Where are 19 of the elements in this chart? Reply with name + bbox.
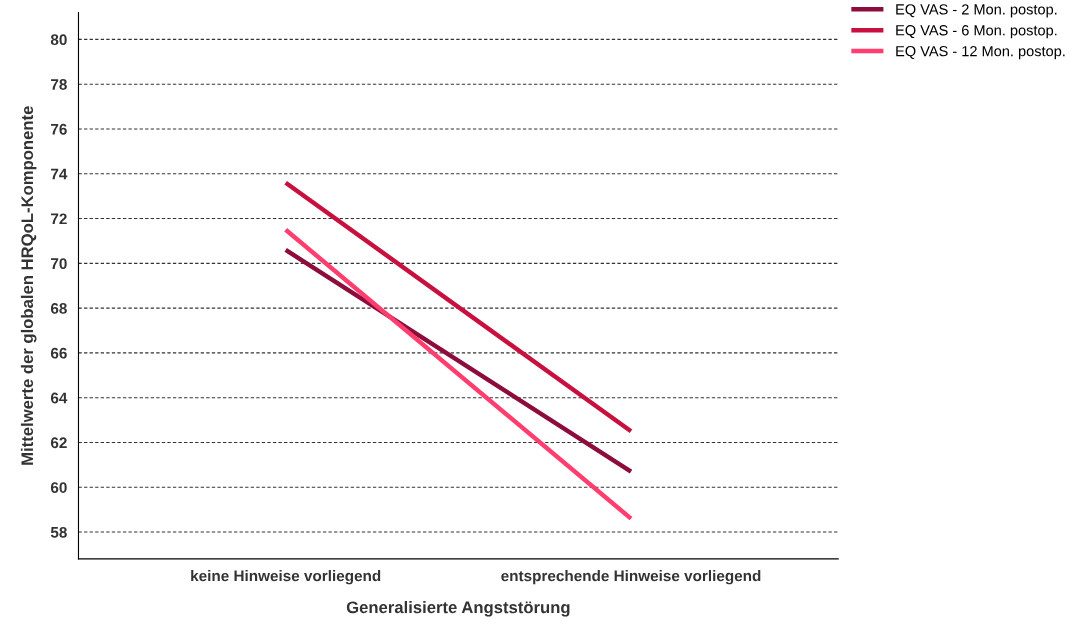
legend-label: EQ VAS - 2 Mon. postop. bbox=[896, 4, 1057, 18]
y-tick-label: 70 bbox=[51, 258, 67, 270]
y-tick-label: 66 bbox=[50, 347, 67, 359]
y-tick-label: 80 bbox=[50, 34, 67, 46]
y-tick-label: 68 bbox=[50, 303, 67, 314]
legend-label: EQ VAS - 12 Mon. postop. bbox=[896, 45, 1065, 60]
y-tick-label: 78 bbox=[51, 79, 67, 90]
y-tick-label: 62 bbox=[50, 437, 67, 449]
y-tick-label: 64 bbox=[50, 392, 68, 404]
y-tick-label: 72 bbox=[51, 213, 67, 225]
x-tick-label: entsprechende Hinweise vorliegend bbox=[501, 570, 761, 585]
y-tick-label: 58 bbox=[50, 526, 67, 538]
y-tick-label: 74 bbox=[51, 168, 68, 180]
y-tick-label: 76 bbox=[51, 123, 67, 135]
x-axis-title: Generalisierte Angststörung bbox=[346, 601, 570, 617]
legend-label: EQ VAS - 6 Mon. postop. bbox=[896, 25, 1057, 39]
y-tick-label: 60 bbox=[50, 482, 67, 493]
x-tick-label: keine Hinweise vorliegend bbox=[191, 570, 381, 585]
y-axis-title: Mittelwerte der globalen HRQoL-Komponente bbox=[20, 106, 37, 465]
